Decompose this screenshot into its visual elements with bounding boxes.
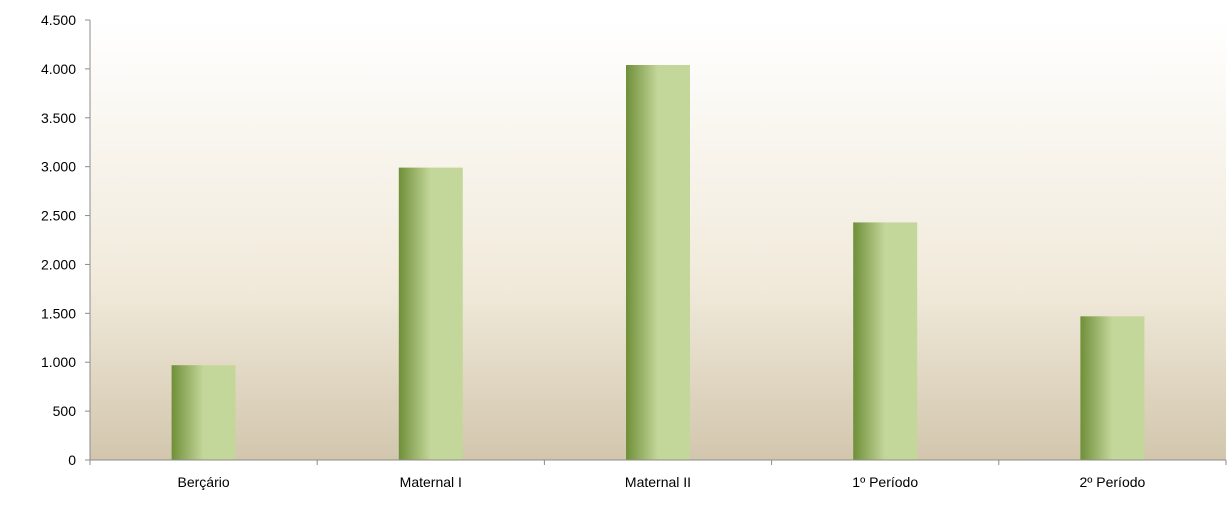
y-tick-label: 3.500 <box>41 110 76 126</box>
x-tick-label: Maternal I <box>400 474 462 490</box>
x-tick-label: Maternal II <box>625 474 691 490</box>
y-tick-label: 1.000 <box>41 354 76 370</box>
y-tick-label: 3.000 <box>41 159 76 175</box>
x-tick-label: 2º Período <box>1079 474 1145 490</box>
y-tick-label: 2.000 <box>41 256 76 272</box>
bar-3 <box>853 222 918 460</box>
bar-4 <box>1080 316 1145 460</box>
x-tick-label: 1º Período <box>852 474 918 490</box>
axes-layer <box>85 19 1227 465</box>
y-tick-label: 1.500 <box>41 305 76 321</box>
y-tick-label: 2.500 <box>41 208 76 224</box>
y-tick-label: 4.000 <box>41 61 76 77</box>
bar-0 <box>171 365 236 460</box>
bar-1 <box>398 167 463 460</box>
tick-labels-layer: 0 500 1.000 1.500 2.000 2.500 3.000 3.500 4.000 4… <box>41 12 1146 490</box>
bars-layer <box>171 65 1145 460</box>
y-tick-label: 4.500 <box>41 12 76 28</box>
x-tick-label: Berçário <box>178 474 230 490</box>
bar-2 <box>626 65 690 460</box>
y-tick-label: 0 <box>68 452 76 468</box>
y-tick-label: 500 <box>53 403 77 419</box>
